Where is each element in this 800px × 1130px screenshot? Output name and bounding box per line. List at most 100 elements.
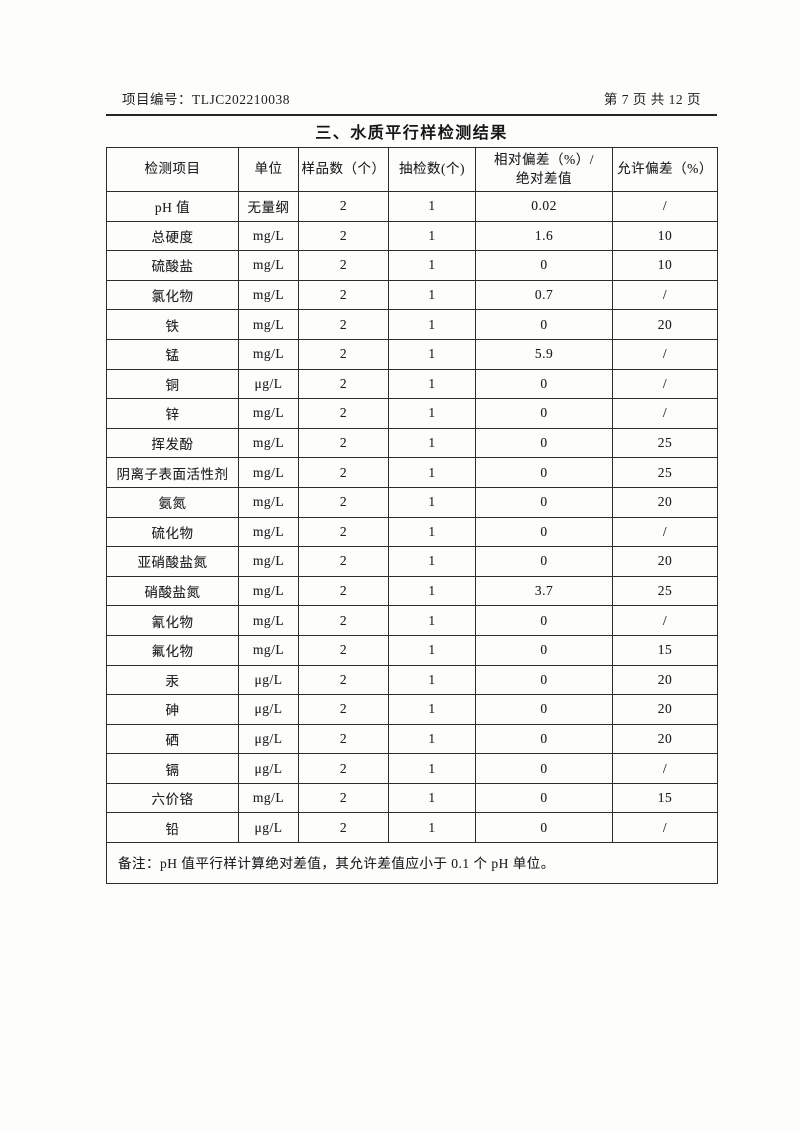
table-row: 亚硝酸盐氮 mg/L 2 1 0 20 [106,546,718,577]
cell-sample-count: 2 [298,279,389,311]
cell-item: 氨氮 [106,486,239,518]
col-header-spot-check-count: 抽检数(个) [388,147,476,192]
cell-sample-count: 2 [298,338,389,370]
cell-unit: μg/L [238,812,299,844]
cell-allowed-deviation: / [612,338,718,370]
cell-unit: μg/L [238,723,299,755]
col-header-item: 检测项目 [106,147,239,192]
cell-unit: mg/L [238,486,299,518]
cell-spot-check-count: 1 [388,250,476,281]
cell-spot-check-count: 1 [388,634,476,666]
cell-spot-check-count: 1 [388,782,476,814]
cell-allowed-deviation: / [612,516,718,548]
cell-sample-count: 2 [298,634,389,666]
cell-spot-check-count: 1 [388,427,476,459]
cell-allowed-deviation: 20 [612,723,718,755]
table-row: 铅 μg/L 2 1 0/ [106,812,718,844]
cell-item: 锰 [106,338,239,370]
cell-item: 铜 [106,368,239,400]
cell-deviation-value: 0.7 [475,279,613,311]
section-title: 三、水质平行样检测结果 [315,125,508,142]
cell-allowed-deviation: 15 [612,782,718,814]
cell-unit: mg/L [238,575,299,607]
cell-unit: mg/L [238,279,299,311]
table-row: 氨氮 mg/L 2 1 0 20 [106,486,718,518]
cell-spot-check-count: 1 [388,516,476,548]
cell-spot-check-count: 1 [388,338,476,370]
cell-item: 氯化物 [106,279,239,311]
cell-deviation-value: 0 [475,309,613,340]
cell-item: 铅 [106,812,239,844]
cell-deviation-value: 3.7 [475,575,613,607]
cell-spot-check-count: 1 [388,723,476,755]
cell-deviation-value: 0.02 [475,191,613,222]
cell-sample-count: 2 [298,427,389,459]
cell-spot-check-count: 1 [388,398,476,429]
cell-spot-check-count: 1 [388,694,476,725]
cell-allowed-deviation: 20 [612,486,718,518]
cell-deviation-value: 0 [475,605,613,636]
page-header: 项目编号：TLJC202210038 第 7 页 共 12 页 [106,88,717,114]
cell-deviation-value: 0 [475,694,613,725]
cell-item: 汞 [106,664,239,696]
cell-item: 氰化物 [106,605,239,636]
cell-allowed-deviation: / [612,398,718,429]
table-row: 锌 mg/L 2 1 0/ [106,398,718,429]
cell-deviation-value: 0 [475,457,613,488]
table-row: 锰 mg/L 2 1 5.9/ [106,338,718,370]
cell-spot-check-count: 1 [388,220,476,252]
cell-spot-check-count: 1 [388,191,476,222]
cell-item: pH 值 [106,191,239,222]
cell-sample-count: 2 [298,812,389,844]
cell-spot-check-count: 1 [388,753,476,784]
cell-deviation-value: 0 [475,516,613,548]
cell-spot-check-count: 1 [388,546,476,577]
cell-sample-count: 2 [298,457,389,488]
cell-deviation-value: 5.9 [475,338,613,370]
cell-allowed-deviation: 20 [612,546,718,577]
cell-unit: mg/L [238,546,299,577]
project-number: 项目编号：TLJC202210038 [122,92,291,107]
cell-spot-check-count: 1 [388,605,476,636]
cell-unit: mg/L [238,250,299,281]
cell-item: 硝酸盐氮 [106,575,239,607]
cell-allowed-deviation: 15 [612,634,718,666]
cell-allowed-deviation: / [612,605,718,636]
cell-item: 挥发酚 [106,427,239,459]
cell-spot-check-count: 1 [388,664,476,696]
cell-sample-count: 2 [298,368,389,400]
cell-deviation-value: 0 [475,753,613,784]
cell-sample-count: 2 [298,694,389,725]
table-row: 氯化物 mg/L 2 1 0.7/ [106,279,718,311]
cell-sample-count: 2 [298,516,389,548]
col-header-relative-deviation-line1: 相对偏差（%）/ [494,152,594,168]
table-row: 氰化物 mg/L 2 1 0/ [106,605,718,636]
cell-deviation-value: 0 [475,782,613,814]
cell-unit: mg/L [238,634,299,666]
cell-unit: mg/L [238,398,299,429]
table-row: 镉 μg/L 2 1 0/ [106,753,718,784]
cell-spot-check-count: 1 [388,812,476,844]
note-row: 备注：pH 值平行样计算绝对差值，其允许差值应小于 0.1 个 pH 单位。 [106,842,718,885]
table-row: 铁 mg/L 2 1 0 20 [106,309,718,340]
table-row: 氟化物 mg/L 2 1 0 15 [106,634,718,666]
table-row: 硫化物 mg/L 2 1 0/ [106,516,718,548]
table-row: 硫酸盐 mg/L 2 1 0 10 [106,250,718,281]
cell-unit: μg/L [238,753,299,784]
cell-spot-check-count: 1 [388,575,476,607]
col-header-relative-deviation: 相对偏差（%）/ 绝对差值 [475,147,613,192]
table-row: 硒 μg/L 2 1 0 20 [106,723,718,755]
col-header-relative-deviation-line2: 绝对差值 [516,170,572,186]
cell-allowed-deviation: 25 [612,427,718,459]
table-row: 汞 μg/L 2 1 0 20 [106,664,718,696]
cell-deviation-value: 1.6 [475,220,613,252]
col-header-allowed-deviation: 允许偏差（%） [612,147,718,192]
cell-item: 铁 [106,309,239,340]
cell-deviation-value: 0 [475,427,613,459]
cell-allowed-deviation: / [612,279,718,311]
cell-allowed-deviation: 10 [612,220,718,252]
cell-allowed-deviation: / [612,753,718,784]
table-row: 阴离子表面活性剂 mg/L 2 1 0 25 [106,457,718,488]
cell-item: 硒 [106,723,239,755]
